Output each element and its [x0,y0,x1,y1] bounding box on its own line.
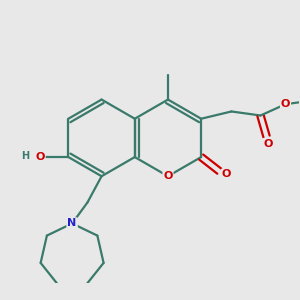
Text: N: N [68,218,77,228]
Text: N: N [68,218,77,228]
Text: O: O [35,152,45,162]
Text: O: O [163,171,173,181]
Text: O: O [222,169,231,179]
Text: O: O [281,99,290,109]
Text: H: H [21,151,29,161]
Text: O: O [264,139,273,149]
